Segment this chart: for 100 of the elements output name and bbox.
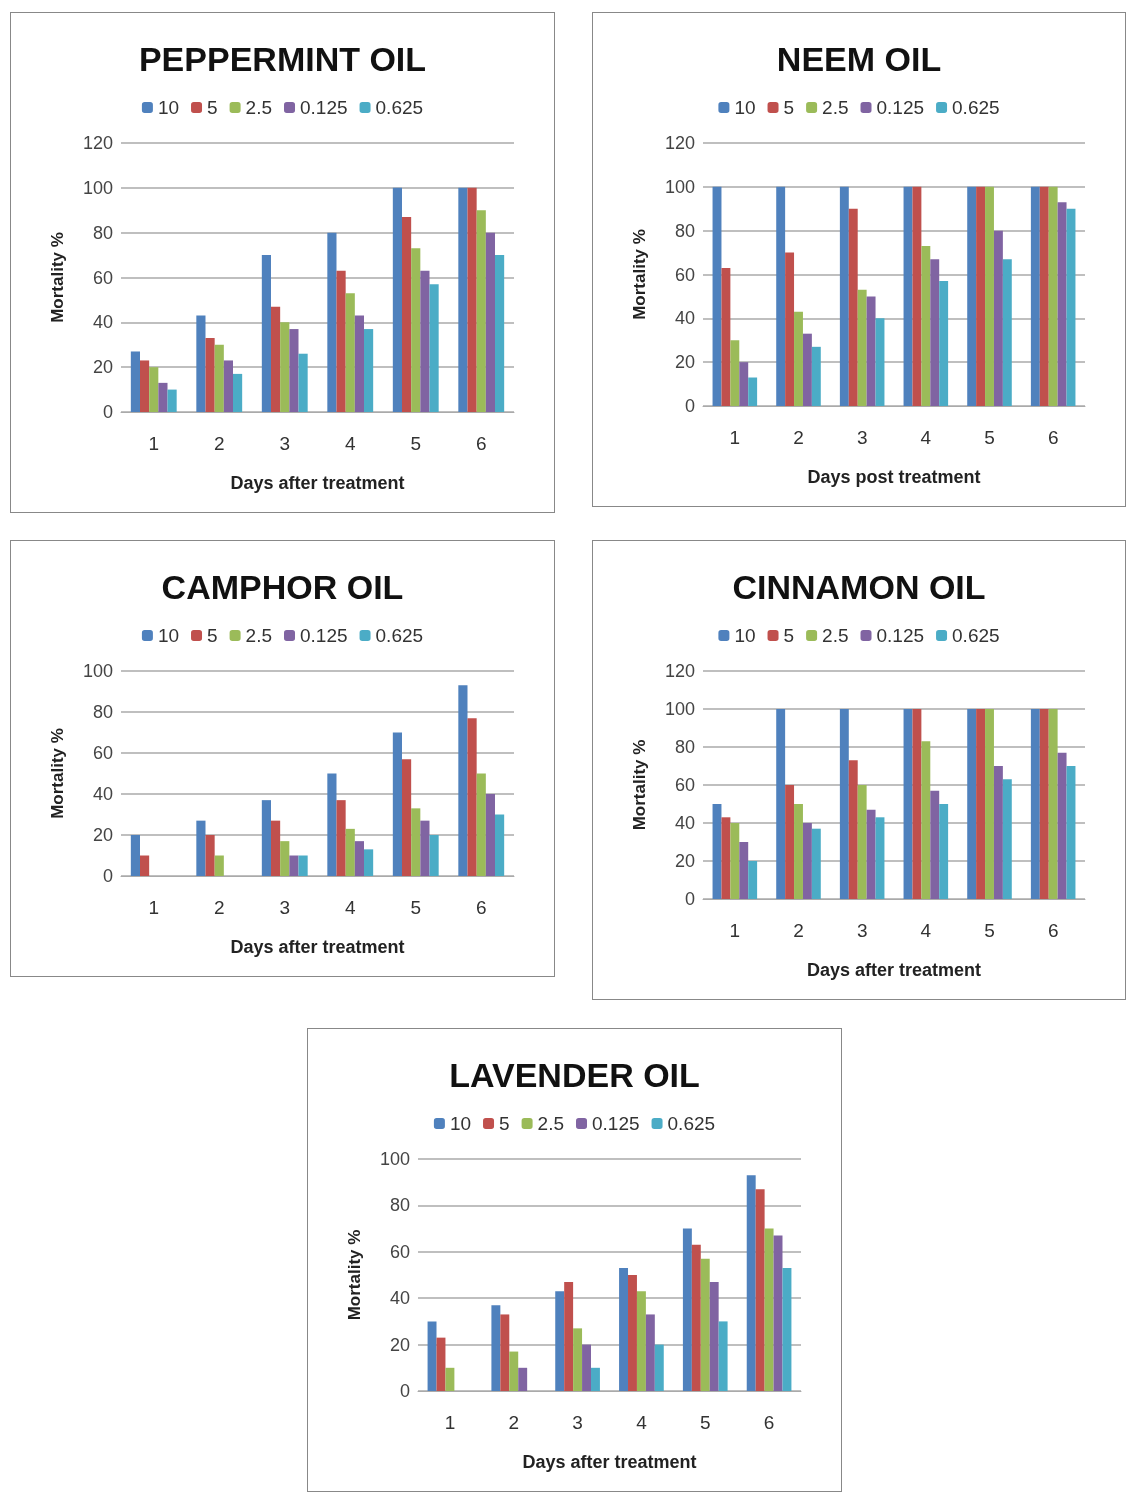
bar: [271, 820, 281, 876]
bar: [495, 255, 505, 412]
bar: [730, 823, 740, 899]
x-tick-label: 2: [793, 920, 804, 941]
bar: [167, 389, 177, 412]
y-tick-label: 20: [674, 352, 695, 373]
x-axis-title: Days after treatment: [230, 937, 405, 957]
bar: [261, 255, 271, 412]
bar: [921, 246, 931, 406]
bar: [158, 382, 168, 412]
bar: [939, 804, 949, 899]
bar: [839, 709, 849, 899]
x-tick-label: 4: [344, 897, 356, 918]
bar: [985, 709, 994, 899]
x-tick-label: 3: [279, 897, 291, 918]
x-tick-label: 5: [984, 920, 995, 941]
y-tick-label: 40: [674, 308, 695, 329]
legend-label: 10: [449, 1113, 472, 1134]
bar: [866, 296, 876, 406]
bar: [261, 800, 271, 876]
legend-label: 0.125: [300, 625, 348, 646]
bar: [196, 315, 206, 412]
bar: [857, 785, 867, 899]
bar: [993, 766, 1003, 899]
legend-label: 2.5: [245, 97, 273, 118]
bar: [721, 267, 731, 406]
bar: [327, 232, 337, 412]
bar: [976, 709, 986, 899]
legend-label: 0.125: [876, 97, 925, 118]
bar: [811, 828, 821, 899]
x-tick-label: 2: [213, 433, 225, 454]
bar: [327, 773, 337, 876]
y-tick-label: 80: [674, 737, 695, 757]
y-axis-title: Mortality %: [630, 229, 649, 320]
bar: [748, 377, 758, 406]
x-tick-label: 4: [636, 1412, 648, 1433]
bar: [912, 709, 922, 899]
legend-label: 0.125: [592, 1113, 640, 1134]
x-tick-label: 2: [508, 1412, 520, 1433]
bar: [794, 804, 803, 899]
legend-label: 5: [499, 1113, 510, 1134]
y-tick-label: 80: [389, 1195, 410, 1216]
bar: [794, 311, 803, 406]
bar: [712, 804, 722, 899]
bar: [140, 855, 150, 876]
bar: [364, 849, 374, 876]
bar: [875, 817, 885, 899]
y-tick-label: 60: [389, 1241, 410, 1262]
bar: [500, 1314, 510, 1391]
bar: [930, 790, 940, 899]
bar: [345, 293, 355, 412]
bar: [1048, 709, 1058, 899]
y-tick-label: 20: [92, 825, 113, 845]
bar: [582, 1344, 591, 1391]
bar: [802, 823, 812, 899]
x-tick-label: 6: [763, 1412, 775, 1433]
bar: [467, 718, 477, 876]
y-tick-label: 20: [674, 851, 695, 871]
bar: [839, 186, 849, 406]
y-axis-title: Mortality %: [48, 728, 67, 819]
chart-title: LAVENDER OIL: [449, 1056, 700, 1094]
x-tick-label: 6: [1047, 427, 1059, 448]
bar: [427, 1321, 437, 1391]
legend-label: 2.5: [245, 625, 273, 646]
bar: [130, 835, 140, 876]
bar: [748, 861, 758, 899]
x-tick-label: 1: [729, 427, 741, 448]
y-tick-label: 60: [674, 775, 695, 795]
legend-label: 0.125: [876, 625, 925, 646]
bar: [776, 709, 786, 899]
bar: [654, 1344, 664, 1391]
y-tick-label: 40: [92, 784, 113, 804]
bar: [764, 1228, 774, 1391]
bar: [776, 186, 786, 406]
x-tick-label: 4: [920, 427, 932, 448]
y-tick-label: 60: [92, 743, 113, 763]
bar: [1057, 752, 1067, 899]
bar: [214, 344, 224, 412]
bar: [555, 1291, 565, 1391]
bar: [1030, 186, 1040, 406]
bar: [420, 270, 430, 412]
bar: [993, 230, 1003, 406]
bar: [298, 855, 308, 876]
y-tick-label: 80: [92, 702, 113, 722]
bar: [628, 1275, 637, 1391]
bar: [746, 1175, 756, 1391]
bar: [785, 252, 795, 406]
y-tick-label: 0: [102, 866, 113, 886]
bar: [1048, 186, 1058, 406]
bar: [1066, 766, 1076, 899]
legend-label: 0.625: [375, 625, 424, 646]
bar: [921, 741, 931, 899]
chart-title: CINNAMON OIL: [732, 568, 986, 606]
y-tick-label: 0: [102, 402, 113, 422]
bar: [411, 248, 421, 412]
bar: [392, 187, 402, 412]
y-tick-label: 120: [82, 133, 113, 153]
bar: [967, 186, 977, 406]
legend-label: 10: [734, 625, 756, 646]
bar: [289, 855, 299, 876]
